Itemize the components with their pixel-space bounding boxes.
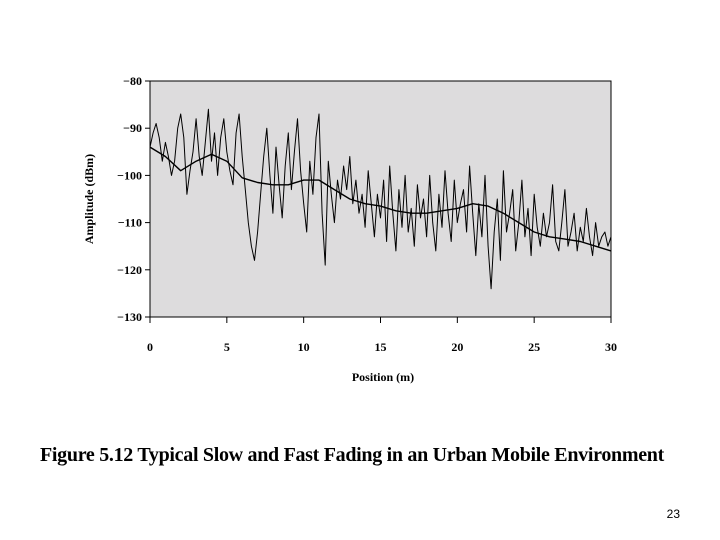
x-tick-label: 25 (528, 340, 540, 354)
figure-caption: Figure 5.12 Typical Slow and Fast Fading… (40, 444, 664, 466)
plot-area (149, 80, 612, 318)
x-axis: 0 5 10 15 20 25 30 (147, 317, 617, 354)
x-tick-label: 5 (224, 340, 230, 354)
x-tick-label: 30 (605, 340, 617, 354)
y-tick-label: −120 (117, 263, 142, 277)
series-line-slow-fading (149, 146, 612, 252)
y-tick-label: −110 (118, 216, 142, 230)
series-line-fast-fading (149, 108, 612, 290)
y-tick-label: −80 (123, 74, 142, 88)
y-axis: −80 −90 −100 −110 −120 −130 (117, 74, 150, 324)
x-tick-label: 0 (147, 340, 153, 354)
y-axis-title: Amplitude (dBm) (82, 154, 96, 244)
y-tick-label: −100 (117, 168, 142, 182)
page-number: 23 (666, 507, 680, 521)
x-tick-label: 10 (298, 340, 310, 354)
y-tick-label: −90 (123, 121, 142, 135)
x-axis-title: Position (m) (352, 370, 414, 384)
x-tick-label: 15 (375, 340, 387, 354)
y-tick-label: −130 (117, 310, 142, 324)
x-tick-label: 20 (451, 340, 463, 354)
chart-marks (149, 108, 612, 290)
